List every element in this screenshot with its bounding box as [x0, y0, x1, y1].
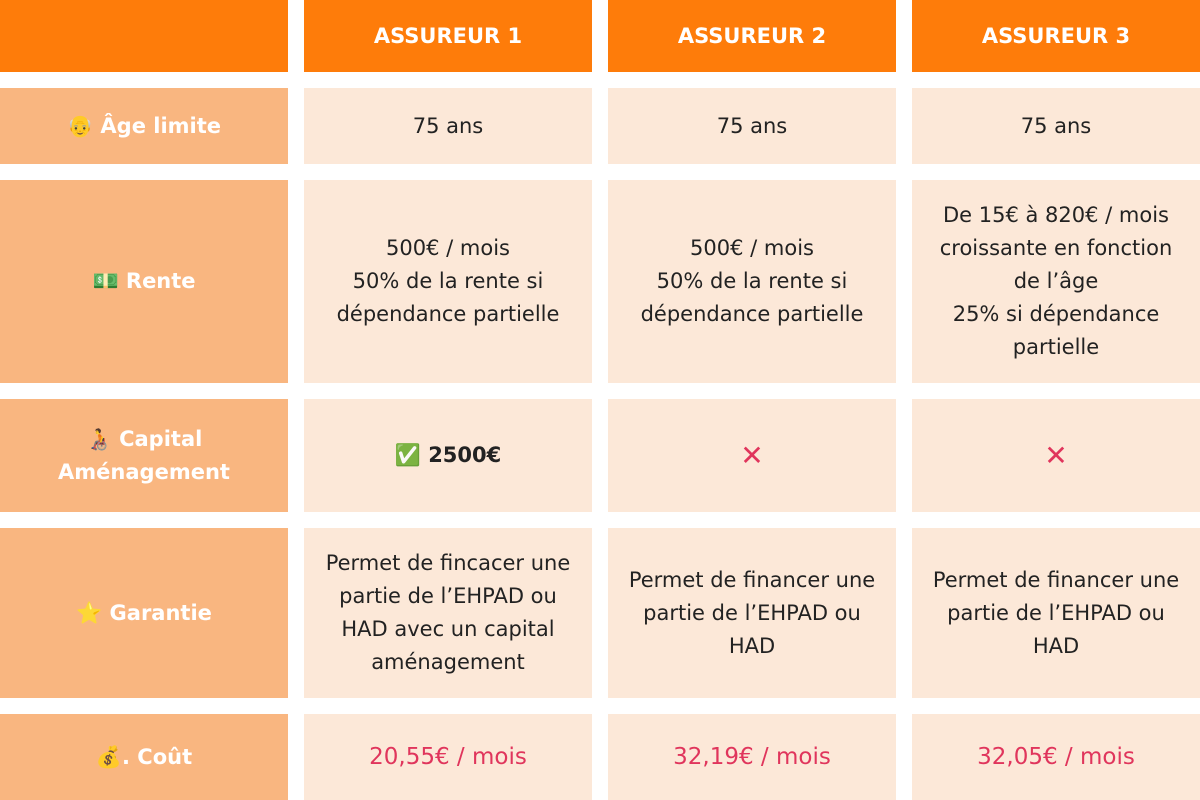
- data-cell: 20,55€ / mois: [304, 714, 592, 800]
- row-label: ⭐ Garantie: [0, 528, 288, 698]
- data-cell: Permet de financer une partie de l’EHPAD…: [912, 528, 1200, 698]
- data-cell: 75 ans: [912, 88, 1200, 164]
- data-cell: Permet de financer une partie de l’EHPAD…: [608, 528, 896, 698]
- data-cell: ✕: [912, 399, 1200, 512]
- data-cell: 500€ / mois 50% de la rente si dépendanc…: [608, 180, 896, 383]
- column-header: ASSUREUR 1: [304, 0, 592, 72]
- data-cell: 500€ / mois 50% de la rente si dépendanc…: [304, 180, 592, 383]
- data-cell: De 15€ à 820€ / mois croissante en fonct…: [912, 180, 1200, 383]
- data-cell: 32,19€ / mois: [608, 714, 896, 800]
- data-cell: Permet de fincacer une partie de l’EHPAD…: [304, 528, 592, 698]
- row-label: 🧑‍🦽 Capital Aménagement: [0, 399, 288, 512]
- corner-cell: [0, 0, 288, 72]
- data-cell: 32,05€ / mois: [912, 714, 1200, 800]
- row-label: 💵 Rente: [0, 180, 288, 383]
- row-label: 💰. Coût: [0, 714, 288, 800]
- row-label: 👴 Âge limite: [0, 88, 288, 164]
- data-cell: ✅ 2500€: [304, 399, 592, 512]
- data-cell: ✕: [608, 399, 896, 512]
- column-header: ASSUREUR 3: [912, 0, 1200, 72]
- data-cell: 75 ans: [304, 88, 592, 164]
- data-cell: 75 ans: [608, 88, 896, 164]
- column-header: ASSUREUR 2: [608, 0, 896, 72]
